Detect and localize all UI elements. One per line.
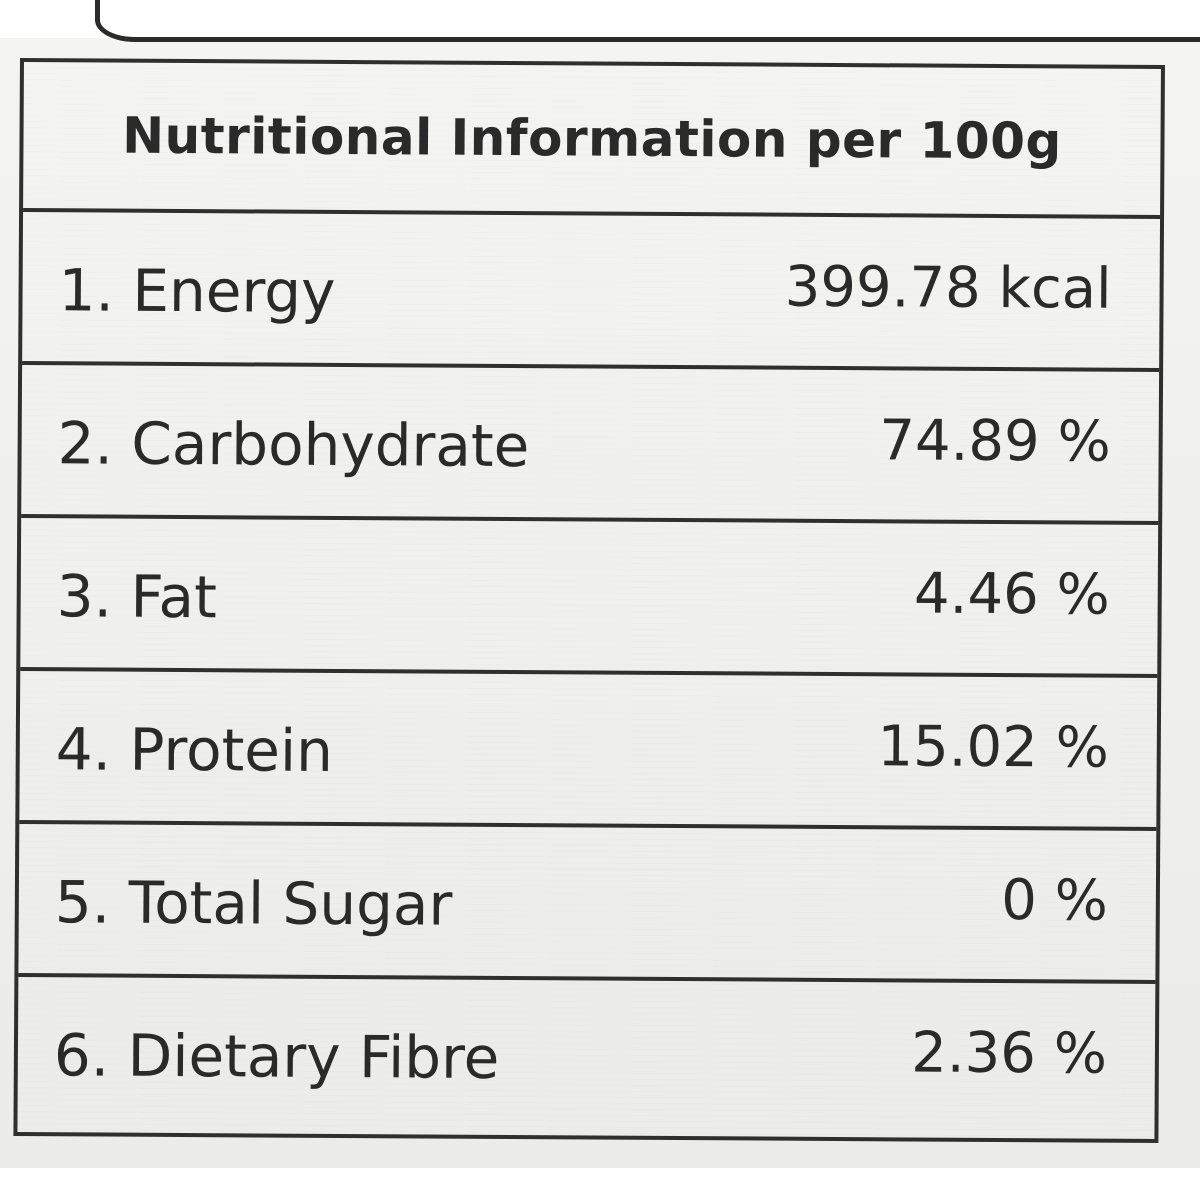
- row-value: 2.36 %: [911, 1020, 1108, 1087]
- row-value: 0 %: [1001, 868, 1109, 934]
- package-edge: [95, 0, 1200, 42]
- row-carbohydrate: 2. Carbohydrate 74.89 %: [21, 365, 1160, 525]
- row-dietary-fibre: 6. Dietary Fibre 2.36 %: [17, 977, 1155, 1137]
- row-fat: 3. Fat 4.46 %: [20, 518, 1159, 678]
- row-label: 6. Dietary Fibre: [53, 1021, 500, 1092]
- row-energy: 1. Energy 399.78 kcal: [22, 212, 1161, 372]
- row-label: 1. Energy: [58, 256, 336, 326]
- table-title: Nutritional Information per 100g: [122, 106, 1062, 171]
- row-total-sugar: 5. Total Sugar 0 %: [18, 824, 1157, 984]
- row-value: 399.78 kcal: [784, 254, 1112, 322]
- row-label: 2. Carbohydrate: [57, 409, 530, 481]
- row-value: 15.02 %: [877, 714, 1110, 781]
- row-label: 3. Fat: [56, 562, 218, 632]
- row-label: 5. Total Sugar: [54, 868, 453, 939]
- table-rows: 1. Energy 399.78 kcal 2. Carbohydrate 74…: [17, 212, 1161, 1139]
- nutrition-table: Nutritional Information per 100g 1. Ener…: [13, 58, 1165, 1143]
- row-value: 74.89 %: [879, 408, 1111, 475]
- row-value: 4.46 %: [913, 561, 1110, 628]
- top-edge: [0, 0, 1200, 38]
- table-header: Nutritional Information per 100g: [23, 62, 1161, 219]
- bottom-edge: [0, 1168, 1200, 1200]
- row-label: 4. Protein: [55, 715, 334, 785]
- row-protein: 4. Protein 15.02 %: [19, 671, 1158, 831]
